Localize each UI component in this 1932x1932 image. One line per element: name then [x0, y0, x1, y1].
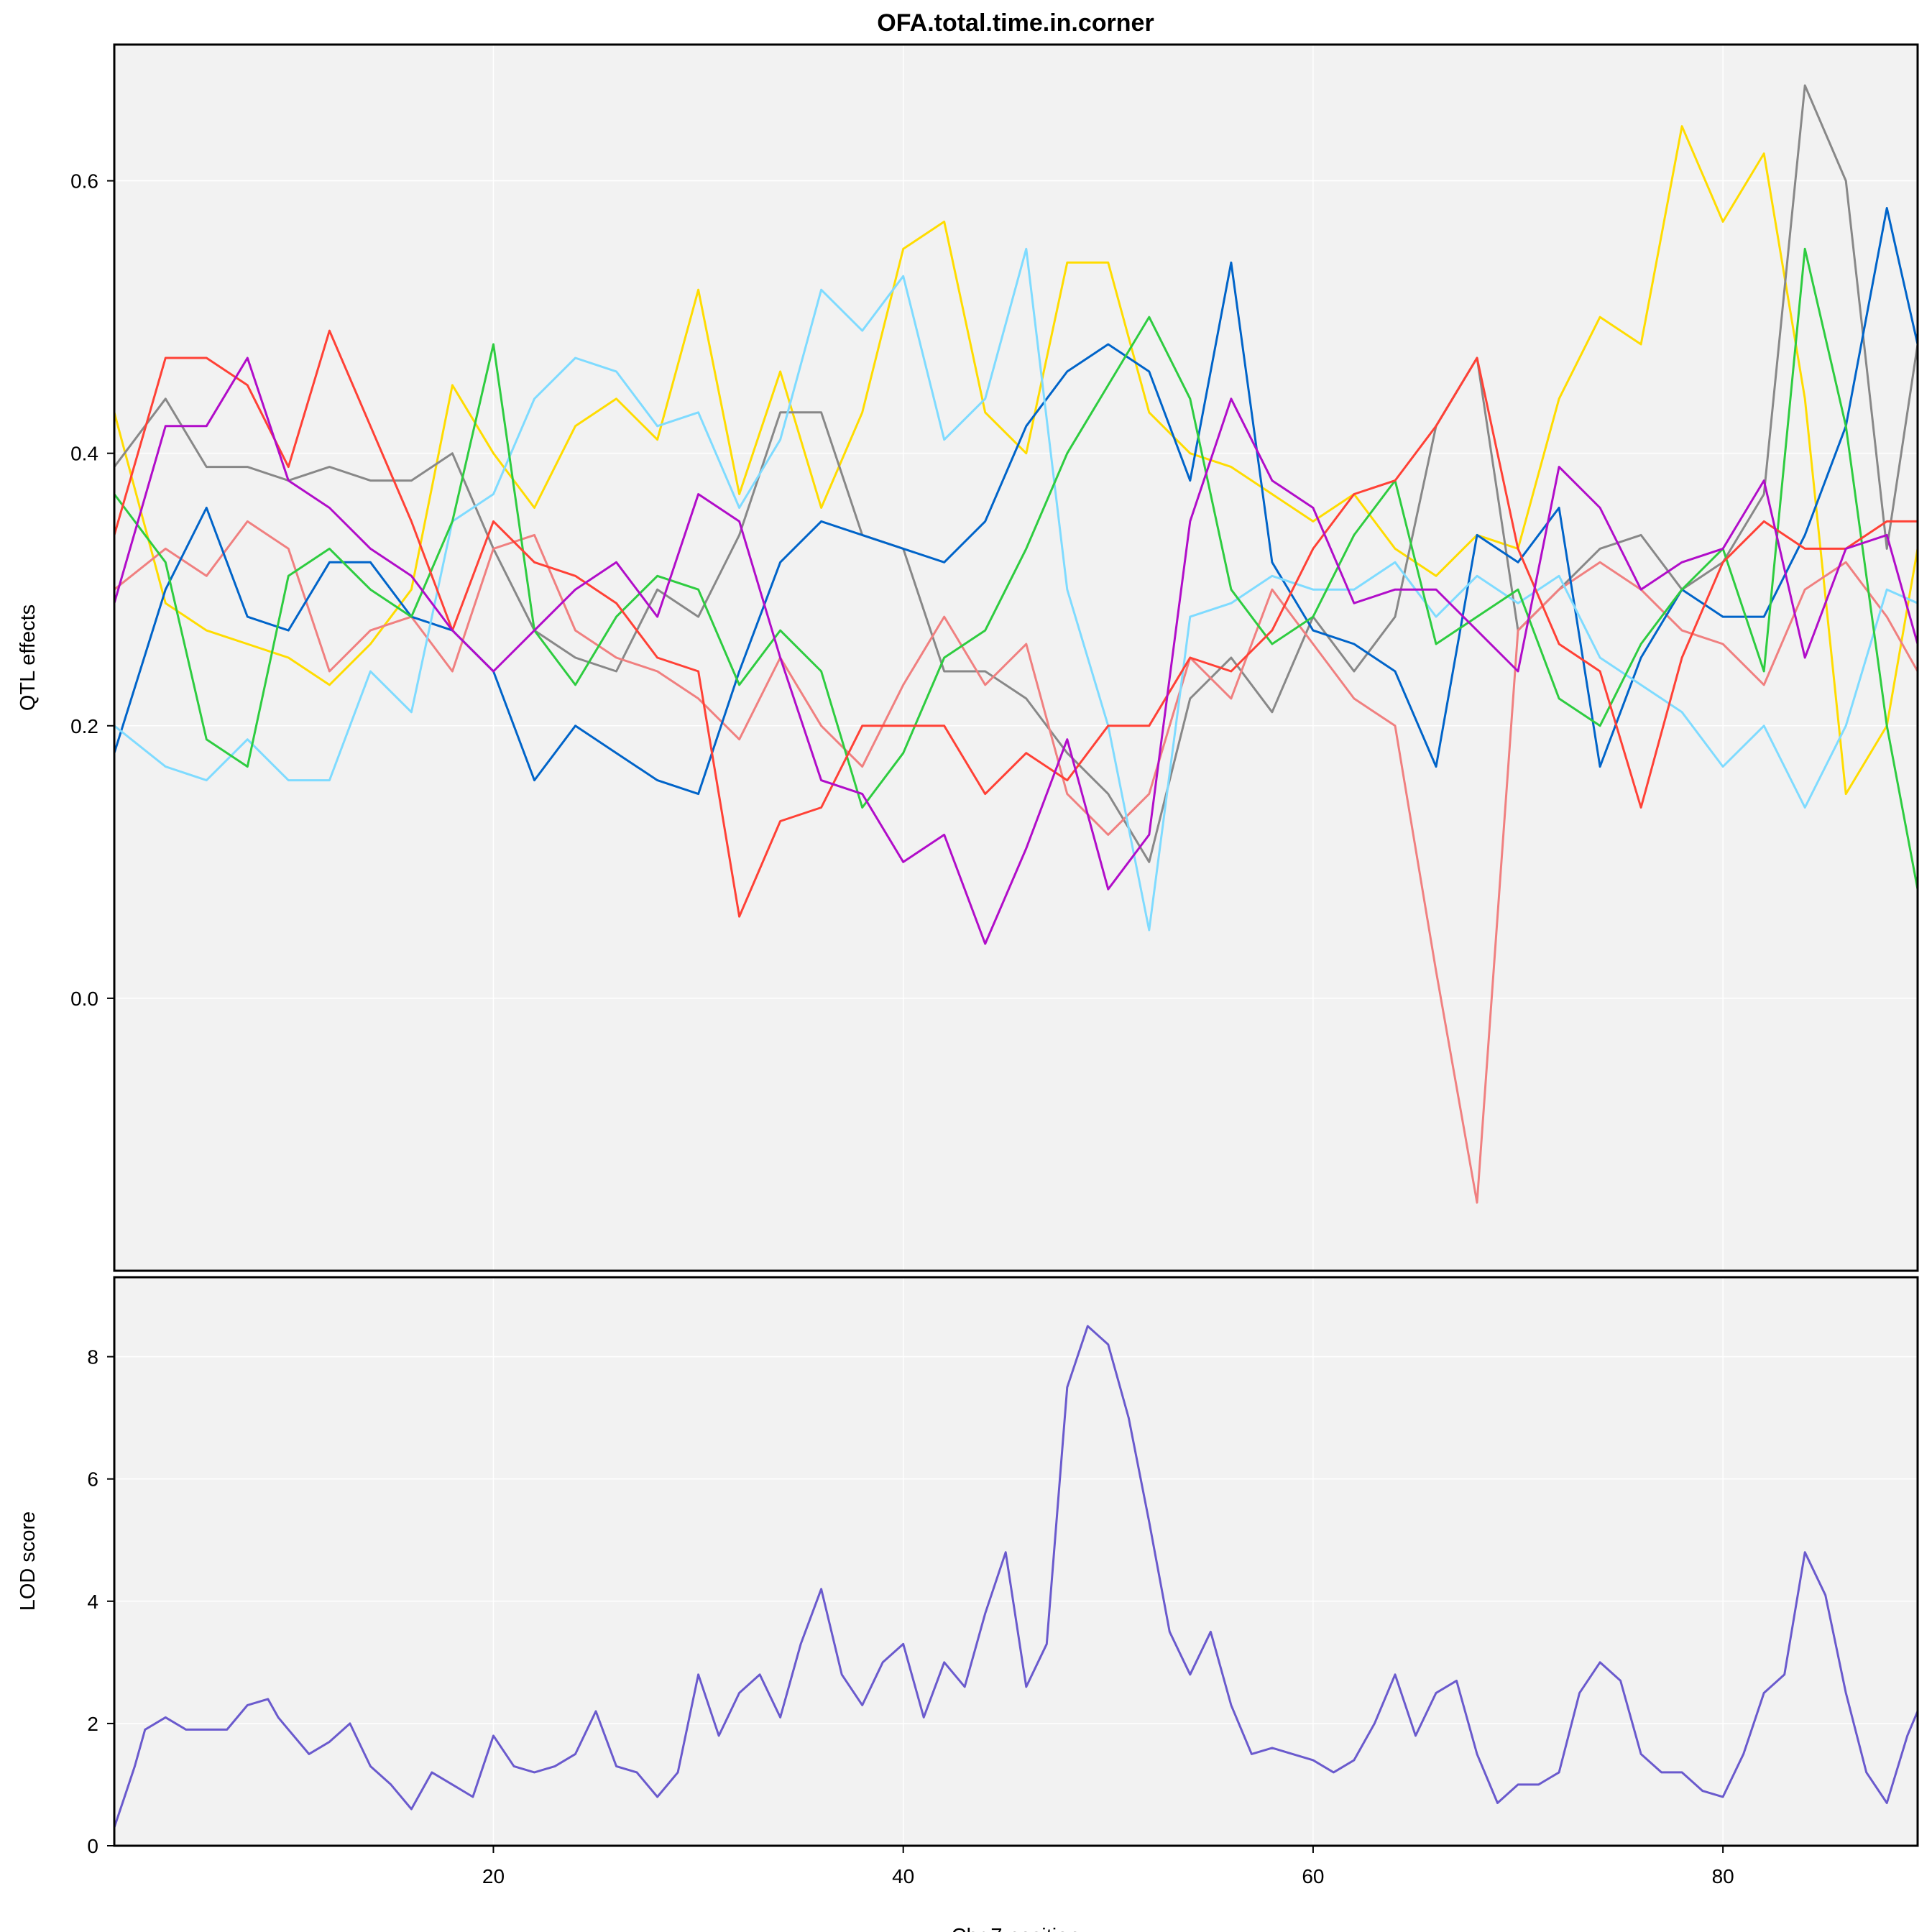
x-tick-label: 40 — [892, 1865, 914, 1887]
effects-y-axis: 0.0 0.2 0.4 0.6 — [70, 170, 114, 1010]
x-axis: 20 40 60 80 — [482, 1846, 1734, 1887]
series-line-5 — [114, 247, 1918, 932]
y-tick-label: 0.4 — [70, 443, 98, 465]
series-line-3 — [114, 520, 1919, 1204]
series-line-8 — [113, 356, 1919, 945]
y-tick-label: 8 — [87, 1346, 98, 1368]
effects-panel: 0.0 0.2 0.4 0.6 QTL effects — [17, 43, 1919, 1272]
lod-y-axis-label: LOD score — [17, 1512, 40, 1611]
x-tick-label: 20 — [482, 1865, 505, 1887]
effects-series-group — [113, 84, 1919, 1204]
series-line-7 — [113, 329, 1918, 918]
series-line-1 — [113, 1325, 1919, 1828]
y-tick-label: 4 — [87, 1591, 98, 1613]
lod-panel: 0 2 4 6 8 20 40 60 80 LOD score Chr 7 position — [17, 1276, 1919, 1932]
series-line-6 — [113, 247, 1919, 890]
y-tick-label: 6 — [87, 1468, 98, 1491]
y-tick-label: 0.2 — [70, 715, 98, 737]
lod-y-axis: 0 2 4 6 8 — [87, 1346, 114, 1857]
effects-panel-background — [114, 45, 1918, 1271]
lod-panel-background — [114, 1277, 1918, 1846]
y-tick-label: 0 — [87, 1835, 98, 1857]
series-line-2 — [113, 84, 1919, 863]
y-tick-label: 0.6 — [70, 170, 98, 193]
chart-title: OFA.total.time.in.corner — [877, 9, 1154, 37]
x-tick-label: 60 — [1302, 1865, 1324, 1887]
x-axis-label: Chr 7 position — [952, 1925, 1080, 1932]
x-tick-label: 80 — [1712, 1865, 1734, 1887]
y-tick-label: 0.0 — [70, 988, 98, 1010]
effects-y-axis-label: QTL effects — [17, 604, 40, 711]
series-line-1 — [113, 125, 1919, 796]
lod-series-group — [113, 1325, 1919, 1828]
series-line-4 — [113, 207, 1919, 796]
lod-panel-border — [113, 1276, 1919, 1847]
effects-panel-border — [113, 43, 1919, 1272]
y-tick-label: 2 — [87, 1713, 98, 1735]
